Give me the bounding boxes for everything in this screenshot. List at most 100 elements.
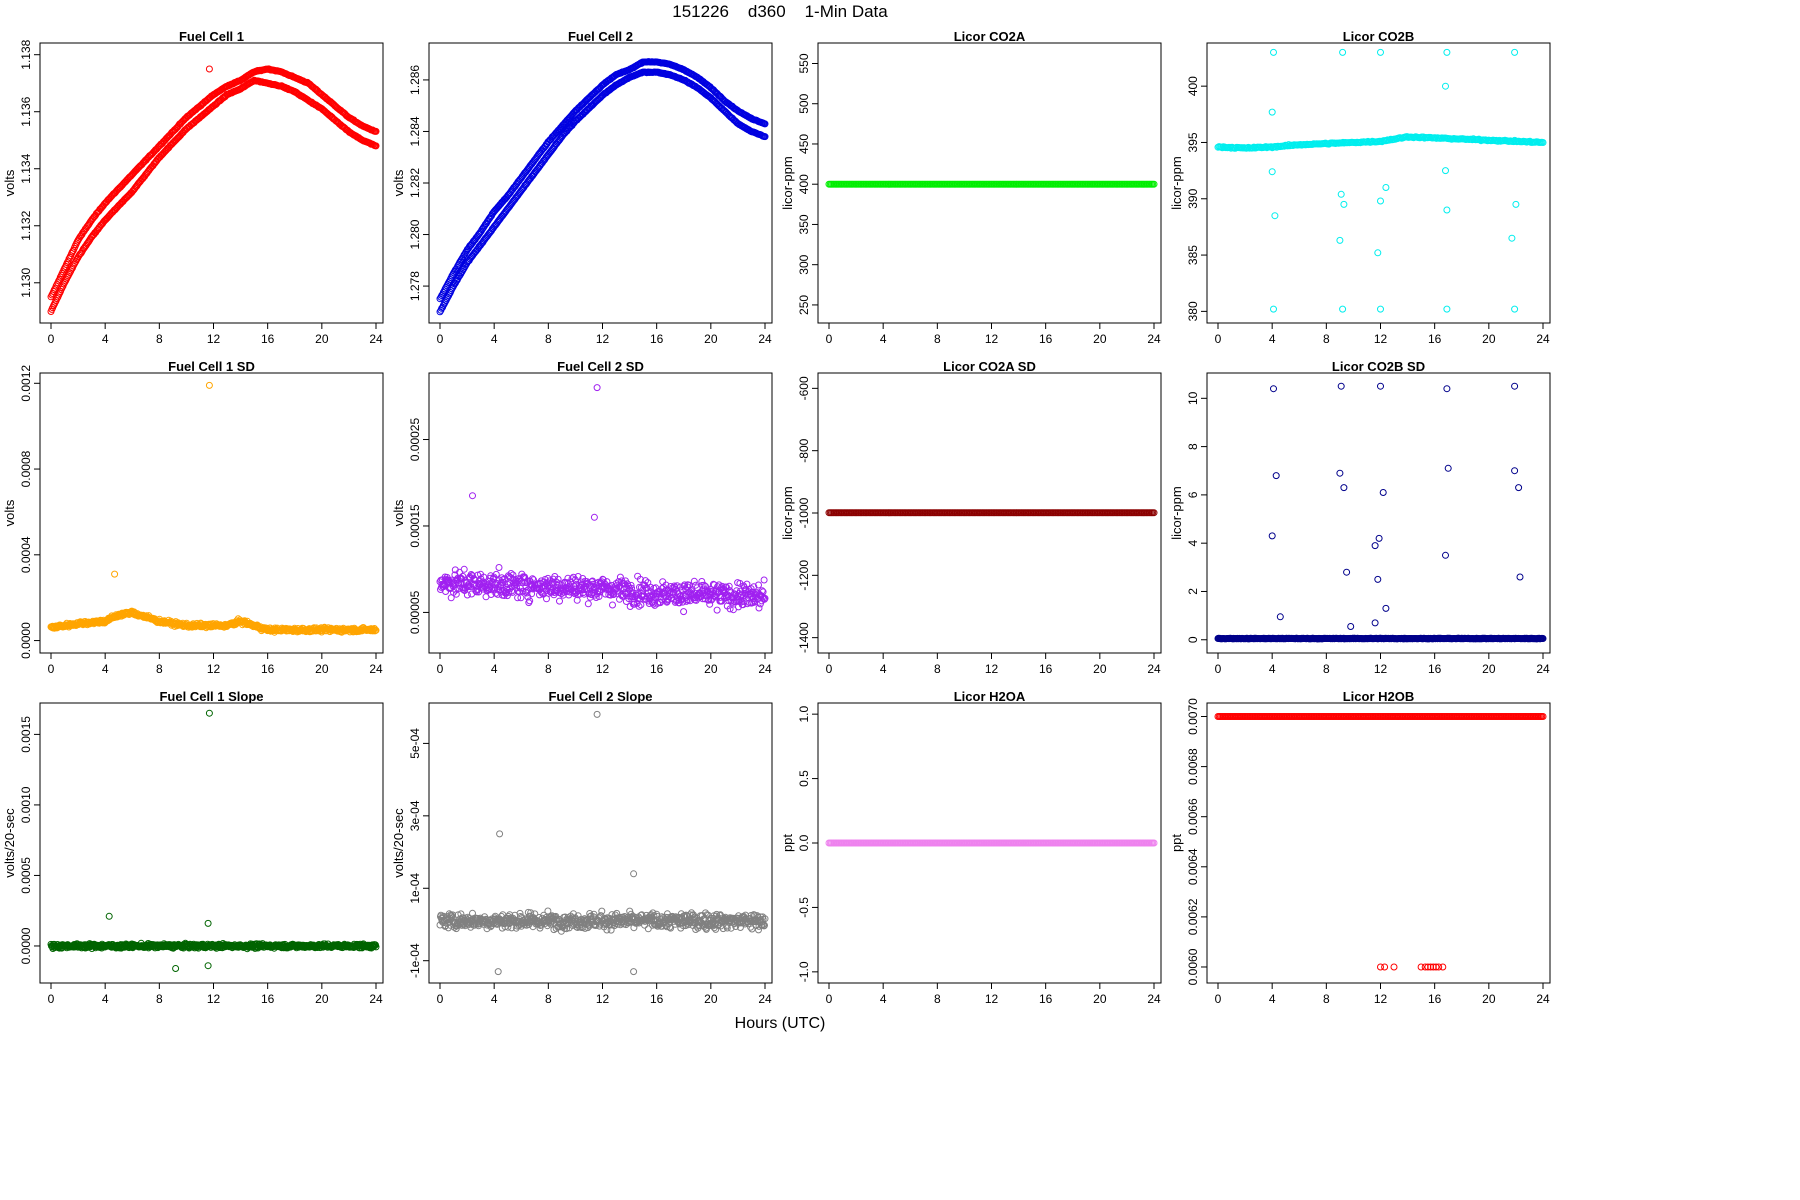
y-tick-label: -1000 [797,497,811,528]
data-point [1377,305,1384,313]
data-point [590,513,598,521]
panel-4: Fuel Cell 1 SD0 4 8 12 16 20 240.00000.00040.0… [2,359,384,676]
x-tick-label: 8 [545,662,552,676]
data-point [1382,604,1390,612]
data-point [469,492,476,500]
y-tick-label: 1.138 [19,39,33,69]
data-point [1476,136,1484,144]
figure-title: 151226 d360 1-Min Data [672,2,888,21]
x-tick-label: 24 [369,332,383,346]
y-tick-label: 0 [1186,636,1200,643]
y-tick-label: -800 [797,438,811,462]
y-tick-label: 400 [1186,76,1200,96]
panel-title: Fuel Cell 1 SD [168,359,255,374]
y-tick-label: 2 [1186,588,1200,595]
data-point [1377,197,1384,205]
y-tick-label: 0.00015 [408,504,422,548]
x-tick-label: 0 [437,332,444,346]
data-point [1340,484,1348,492]
y-tick-label: 0.0000 [19,927,33,964]
panel-title: Licor CO2B SD [1332,359,1425,374]
data-points [47,709,380,972]
x-tick-label: 24 [758,662,772,676]
x-tick-label: 0 [826,332,833,346]
x-tick-label: 24 [369,662,383,676]
x-tick-label: 8 [545,332,552,346]
data-point [50,286,58,294]
y-tick-label: 250 [797,295,811,315]
x-tick-label: 20 [315,332,329,346]
y-tick-label: 385 [1186,245,1200,265]
data-point [1444,464,1452,472]
data-points [1214,48,1547,313]
x-tick-label: 0 [1215,662,1222,676]
data-point [1511,48,1519,56]
data-point [1339,48,1347,56]
x-tick-label: 0 [48,992,55,1006]
x-tick-label: 20 [704,332,718,346]
data-point [1442,167,1449,175]
x-tick-label: 20 [704,662,718,676]
data-point [680,608,688,616]
data-point [760,576,768,584]
data-point [1443,206,1451,214]
x-tick-label: 4 [491,662,498,676]
x-tick-label: 12 [596,332,610,346]
data-point [1339,305,1347,313]
data-point [1337,190,1345,198]
data-point [761,120,769,128]
x-tick-label: 20 [1482,662,1496,676]
data-point [1443,385,1451,393]
x-tick-label: 20 [1093,332,1107,346]
y-tick-label: 390 [1186,188,1200,208]
data-point [1371,542,1379,550]
y-axis-label: licor-ppm [1169,156,1184,209]
x-tick-label: 16 [261,662,275,676]
data-point [609,601,616,609]
data-point [1374,249,1382,257]
data-point [1268,108,1276,116]
x-tick-label: 16 [261,992,275,1006]
x-tick-label: 12 [985,662,999,676]
x-tick-label: 16 [261,332,275,346]
data-points [436,384,769,616]
y-tick-label: 1.136 [19,96,33,126]
y-tick-label: 0.0005 [19,857,33,894]
data-point [556,597,563,605]
x-tick-label: 8 [934,662,941,676]
plot-frame [817,42,1162,324]
data-point [460,565,468,573]
x-tick-label: 0 [48,332,55,346]
y-tick-label: -1400 [797,622,811,653]
x-tick-label: 16 [1428,332,1442,346]
x-tick-label: 4 [102,332,109,346]
data-point [1443,48,1451,56]
x-tick-label: 12 [596,662,610,676]
y-tick-label: 0.0012 [19,365,33,402]
data-point [1270,305,1277,313]
x-tick-label: 16 [1039,332,1053,346]
x-tick-label: 24 [1147,332,1161,346]
y-tick-label: 0.00005 [408,590,422,634]
data-point [1270,48,1277,56]
x-tick-label: 12 [1374,332,1388,346]
data-point [205,65,213,73]
data-point [1442,551,1449,559]
y-tick-label: 350 [797,214,811,234]
data-points [825,180,1158,188]
plot-frame [1206,42,1551,324]
x-tick-label: 16 [650,332,664,346]
data-point [68,248,76,256]
y-tick-label: 0.0000 [19,622,33,659]
y-tick-label: 500 [797,93,811,113]
plot-frame [428,372,773,654]
y-tick-label: 1.134 [19,153,33,183]
x-tick-label: 8 [156,992,163,1006]
x-tick-label: 0 [48,662,55,676]
data-points [47,381,380,636]
y-axis-label: volts/20-sec [2,808,17,878]
x-tick-label: 8 [934,332,941,346]
y-tick-label: 1.284 [408,116,422,146]
panel-title: Licor CO2B [1343,29,1415,44]
